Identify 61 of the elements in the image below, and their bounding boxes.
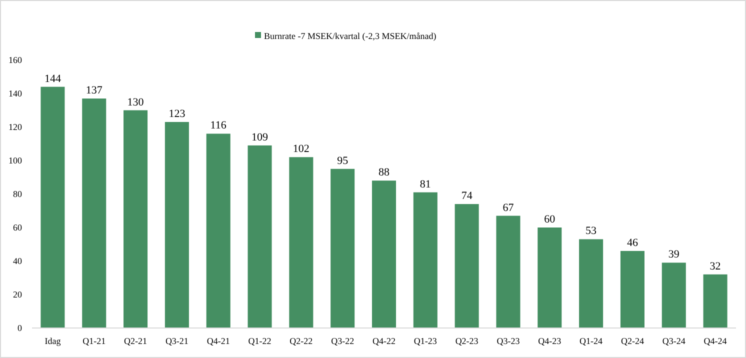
x-tick-label: Idag	[44, 336, 62, 346]
x-tick-label: Q3-22	[331, 336, 354, 346]
data-label: 130	[127, 96, 144, 108]
data-label: 95	[337, 154, 349, 167]
bar	[662, 262, 686, 328]
y-tick-label: 60	[13, 222, 22, 233]
x-tick-label: Q4-23	[538, 336, 562, 346]
x-tick-label: Q3-23	[496, 336, 520, 346]
x-tick-label: Q3-24	[662, 336, 686, 346]
bar	[289, 157, 314, 328]
y-tick-label: 0	[18, 323, 22, 334]
y-tick-label: 40	[13, 256, 22, 266]
bar	[703, 274, 728, 328]
data-label: 32	[710, 260, 721, 272]
x-tick-label: Q3-21	[165, 336, 188, 346]
data-label: 67	[502, 202, 514, 214]
bar	[124, 110, 148, 328]
x-tick-label: Q2-24	[620, 336, 644, 346]
y-tick-label: 20	[13, 290, 22, 300]
y-tick-label: 120	[8, 122, 22, 132]
bar	[40, 86, 65, 328]
bar	[164, 122, 189, 328]
data-label: 144	[44, 72, 62, 85]
data-label: 39	[668, 248, 680, 261]
data-label: 81	[420, 178, 431, 190]
x-tick-label: Q2-21	[124, 336, 148, 346]
data-label: 116	[210, 120, 227, 132]
bar	[206, 134, 230, 328]
bar	[82, 98, 106, 328]
y-tick-label: 140	[8, 88, 22, 99]
data-label: 102	[292, 143, 310, 156]
bar	[248, 145, 272, 328]
x-tick-label: Q1-22	[248, 336, 272, 346]
x-tick-label: Q1-21	[82, 336, 106, 346]
bar	[538, 228, 562, 328]
data-label: 46	[626, 236, 638, 249]
bar	[454, 204, 479, 328]
bar	[372, 180, 396, 328]
data-label: 53	[586, 225, 598, 238]
bar	[579, 239, 604, 328]
data-label: 74	[461, 190, 473, 202]
data-label: 123	[168, 108, 186, 120]
y-tick-label: 100	[8, 156, 22, 166]
bar	[620, 250, 644, 328]
bar	[496, 216, 520, 328]
legend-label: Burnrate -7 MSEK/kvartal (-2,3 MSEK/månad)	[264, 31, 436, 42]
y-tick-label: 80	[13, 189, 22, 200]
y-tick-label: 160	[8, 55, 22, 66]
data-label: 109	[252, 131, 269, 144]
x-tick-label: Q1-24	[580, 336, 604, 346]
data-label: 88	[378, 166, 390, 179]
x-tick-label: Q4-22	[372, 336, 396, 346]
x-tick-label: Q1-23	[414, 336, 438, 346]
bar	[330, 168, 355, 328]
bar	[413, 192, 438, 328]
x-tick-label: Q4-21	[206, 336, 230, 346]
x-tick-label: Q2-23	[455, 336, 479, 346]
x-tick-label: Q2-22	[290, 336, 313, 346]
data-label: 60	[544, 214, 556, 226]
data-label: 137	[86, 84, 103, 97]
x-tick-label: Q4-24	[704, 336, 728, 346]
